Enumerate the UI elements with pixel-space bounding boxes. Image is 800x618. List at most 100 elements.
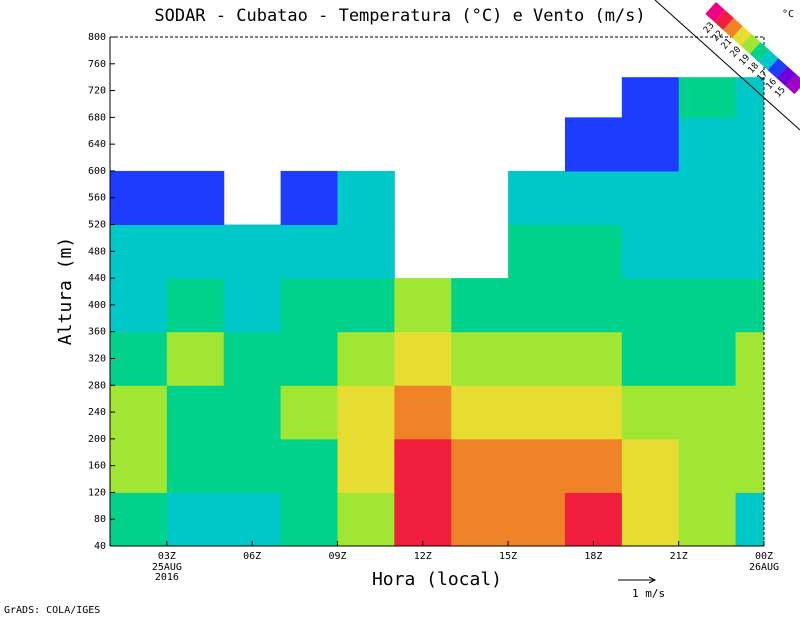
y-label: Altura (m)	[55, 237, 76, 345]
field-cell	[621, 170, 680, 226]
field-cell	[166, 278, 225, 333]
field-cell	[621, 331, 680, 386]
x-tick-label: 00Z	[755, 551, 773, 562]
y-tick-label: 720	[88, 86, 106, 97]
field-cell	[621, 438, 680, 493]
field-cell	[451, 278, 509, 333]
field-cell	[735, 224, 764, 279]
y-tick-label: 280	[88, 380, 106, 391]
field-cell	[110, 170, 168, 226]
colorbar-swatch	[749, 42, 770, 63]
field-cell	[678, 278, 737, 333]
field-cell	[280, 385, 338, 440]
field-cell	[621, 492, 680, 546]
field-cell	[337, 170, 395, 226]
field-cell	[223, 278, 282, 333]
field-cell	[621, 224, 680, 279]
colorbar-swatch	[740, 34, 761, 55]
x-tick-label: 06Z	[243, 551, 261, 562]
field-cell	[621, 385, 680, 440]
field-cell	[223, 331, 282, 386]
field-cell	[337, 385, 395, 440]
colorbar-swatch	[723, 18, 743, 38]
field-cell	[110, 331, 168, 386]
x-date-label: 2016	[155, 572, 179, 583]
field-cell	[280, 492, 338, 546]
field-cell	[337, 278, 395, 333]
y-tick-label: 80	[94, 514, 106, 525]
field-cell	[166, 438, 225, 493]
field-cell	[223, 438, 282, 493]
field-cell	[223, 385, 282, 440]
x-date-label: 26AUG	[749, 562, 779, 573]
field-cell	[508, 492, 566, 546]
field-cell	[564, 438, 623, 493]
field-cell	[678, 170, 737, 226]
field-cell	[110, 492, 168, 546]
field-cell	[337, 331, 395, 386]
y-tick-label: 640	[88, 139, 106, 150]
y-tick-label: 680	[88, 112, 106, 123]
field-cell	[678, 77, 737, 118]
x-tick-label: 03Z	[158, 551, 176, 562]
field-cell	[564, 170, 623, 226]
field-cell	[508, 278, 566, 333]
vector-ref-label: 1 m/s	[632, 587, 665, 600]
field-cell	[166, 385, 225, 440]
field-cell	[508, 331, 566, 386]
legend-unit: °C	[782, 9, 794, 20]
y-tick-label: 440	[88, 273, 106, 284]
colorbar-swatch	[714, 10, 734, 30]
field-cell	[735, 438, 764, 493]
field-cell	[678, 492, 737, 546]
y-tick-label: 120	[88, 487, 106, 498]
field-cell	[508, 170, 566, 226]
colorbar-swatch	[776, 66, 797, 87]
field-cell	[337, 438, 395, 493]
field-cell	[166, 170, 225, 226]
field-cell	[564, 224, 623, 279]
y-tick-label: 320	[88, 353, 106, 364]
y-tick-label: 520	[88, 220, 106, 231]
field-cell	[735, 117, 764, 172]
field-cell	[394, 278, 452, 333]
field-cell	[564, 331, 623, 386]
field-cell	[621, 278, 680, 333]
x-label: Hora (local)	[372, 569, 502, 590]
field-cell	[280, 224, 338, 279]
colorbar-swatch	[767, 58, 788, 79]
colorbar-swatch	[732, 26, 752, 47]
field-cell	[280, 278, 338, 333]
x-tick-label: 18Z	[584, 551, 602, 562]
y-tick-label: 800	[88, 32, 106, 43]
colorbar-swatch	[758, 50, 779, 71]
y-tick-label: 360	[88, 327, 106, 338]
field-cell	[280, 438, 338, 493]
field-cell	[621, 117, 680, 172]
field-cell	[678, 438, 737, 493]
colorbar-swatch	[705, 2, 725, 22]
x-tick-label: 21Z	[670, 551, 688, 562]
x-date-label: 25AUG	[152, 562, 182, 573]
field-cell	[394, 492, 452, 546]
field-cell	[166, 492, 225, 546]
field-cell	[735, 492, 764, 546]
y-tick-label: 480	[88, 246, 106, 257]
field-cell	[110, 438, 168, 493]
field-cell	[451, 438, 509, 493]
field-cell	[110, 385, 168, 440]
colorbar-swatch	[785, 74, 800, 95]
field-cell	[508, 438, 566, 493]
field-cell	[621, 77, 680, 118]
field-cell	[508, 224, 566, 279]
field-cell	[110, 224, 168, 279]
y-tick-label: 600	[88, 166, 106, 177]
field-cell	[451, 492, 509, 546]
field-cell	[508, 385, 566, 440]
field-cell	[735, 170, 764, 226]
field-cell	[678, 117, 737, 172]
chart-title: SODAR - Cubatao - Temperatura (°C) e Ven…	[154, 6, 645, 26]
field-cell	[735, 385, 764, 440]
field-cell	[678, 385, 737, 440]
field	[110, 77, 764, 546]
